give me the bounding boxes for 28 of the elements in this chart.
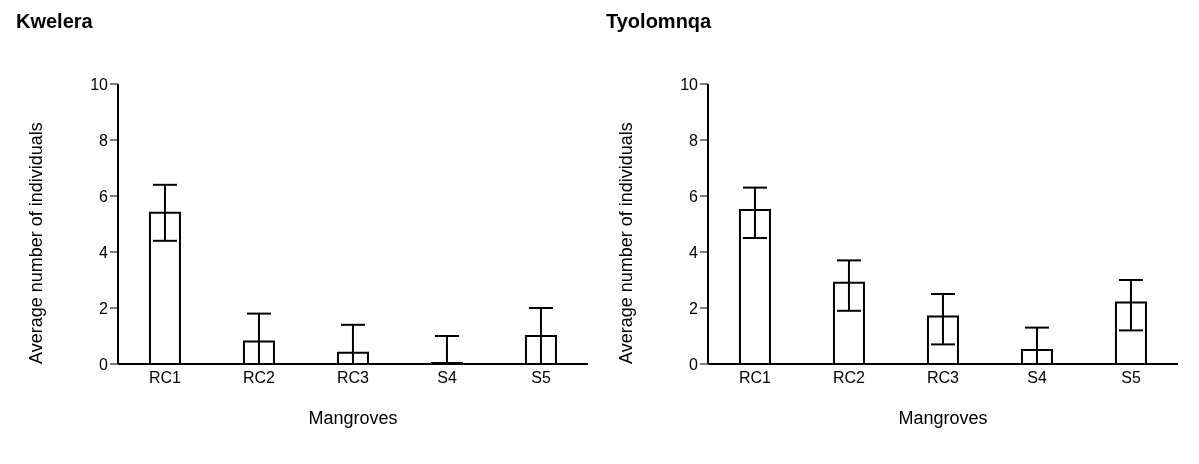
- y-tick-label: 2: [99, 299, 109, 317]
- x-tick-label: RC3: [336, 369, 370, 387]
- x-tick-label: S4: [1027, 369, 1047, 387]
- y-tick-label: 10: [680, 75, 699, 93]
- x-tick-label: RC3: [926, 369, 960, 387]
- y-tick-label: 6: [99, 187, 109, 205]
- y-tick-label: 8: [99, 131, 109, 149]
- x-axis-title: Mangroves: [898, 408, 988, 428]
- x-tick-label: S4: [437, 369, 457, 387]
- y-tick-label: 4: [99, 243, 109, 261]
- x-tick-label: RC2: [242, 369, 276, 387]
- y-tick-label: 4: [689, 243, 699, 261]
- y-tick-label: 2: [689, 299, 699, 317]
- y-tick-label: 6: [689, 187, 699, 205]
- x-tick-label: S5: [531, 369, 551, 387]
- y-axis-title: Average number of individuals: [26, 122, 47, 364]
- x-tick-label: S5: [1121, 369, 1141, 387]
- x-tick-label: RC2: [832, 369, 866, 387]
- chart-title: Kwelera: [16, 10, 93, 33]
- y-axis-title: Average number of individuals: [616, 122, 637, 364]
- x-tick-label: RC1: [148, 369, 182, 387]
- x-tick-label: RC1: [738, 369, 772, 387]
- chart-title: Tyolomnqa: [606, 10, 712, 33]
- y-tick-label: 0: [689, 355, 699, 373]
- y-tick-label: 10: [90, 75, 109, 93]
- x-axis-title: Mangroves: [308, 408, 398, 428]
- y-tick-label: 0: [99, 355, 109, 373]
- y-tick-label: 8: [689, 131, 699, 149]
